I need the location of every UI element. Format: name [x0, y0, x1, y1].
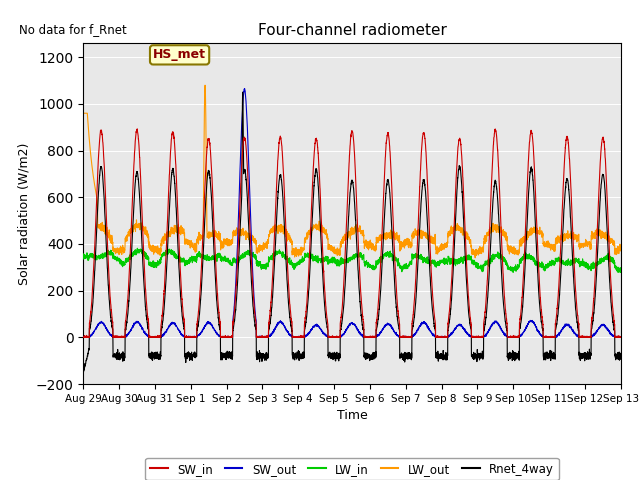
- X-axis label: Time: Time: [337, 409, 367, 422]
- Text: No data for f_Rnet: No data for f_Rnet: [19, 23, 127, 36]
- Title: Four-channel radiometer: Four-channel radiometer: [257, 23, 447, 38]
- Text: HS_met: HS_met: [153, 48, 206, 61]
- Legend: SW_in, SW_out, LW_in, LW_out, Rnet_4way: SW_in, SW_out, LW_in, LW_out, Rnet_4way: [145, 458, 559, 480]
- Y-axis label: Solar radiation (W/m2): Solar radiation (W/m2): [17, 143, 30, 285]
